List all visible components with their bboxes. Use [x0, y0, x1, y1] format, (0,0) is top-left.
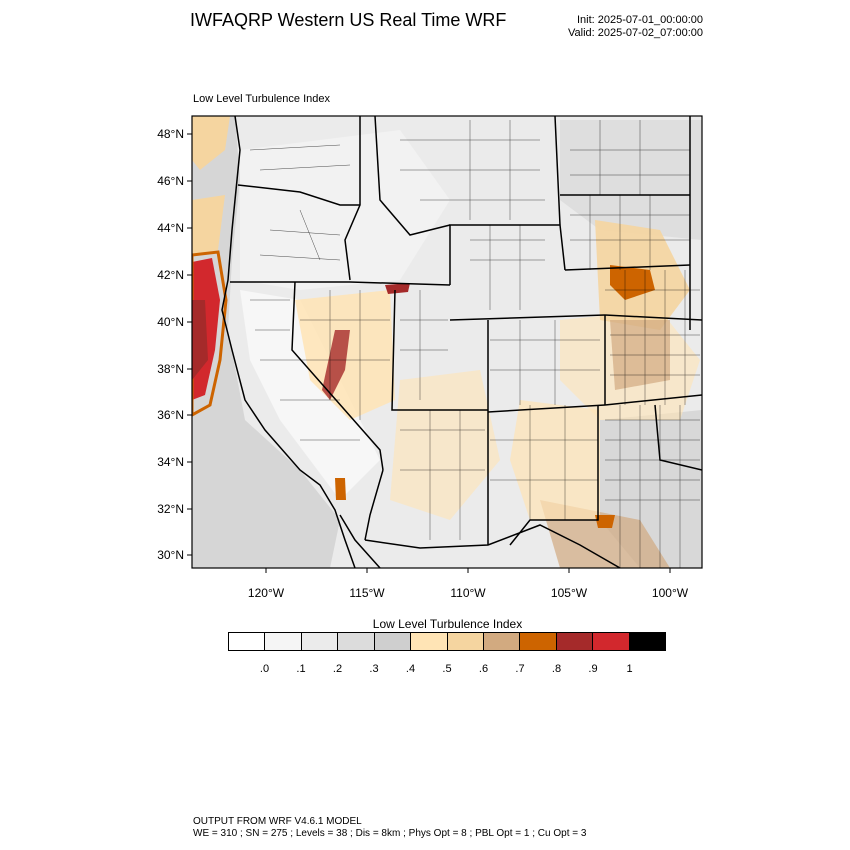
field-coastal-jet-core: [192, 300, 208, 380]
ks-ok-border: [604, 394, 702, 406]
colorbar-tick-label: .3: [369, 663, 379, 675]
colorbar-title: Low Level Turbulence Index: [372, 617, 523, 631]
lat-label-42: 42°N: [157, 268, 184, 282]
county-lines-mt: [400, 120, 545, 220]
mt-dakota-border: [554, 116, 566, 271]
lat-label-40: 40°N: [157, 315, 184, 329]
coastline: [221, 116, 356, 568]
lat-label-38: 38°N: [157, 362, 184, 376]
colorbar-cell: [374, 633, 412, 650]
colorbar-tick-label: .2: [332, 663, 343, 675]
colorbar-cell: [411, 633, 448, 650]
or-ca-border: [230, 281, 451, 286]
field-coastal-jet-edge: [192, 250, 228, 417]
county-lines: [249, 120, 700, 568]
colorbar-tick-label: .0: [259, 663, 270, 675]
county-lines-ne-ks: [605, 270, 700, 405]
lon-label-100: 100°W: [652, 586, 689, 600]
colorbar-tick-label: .1: [296, 663, 306, 675]
valid-time: Valid: 2025-07-02_07:00:00: [568, 27, 703, 39]
county-lines-az: [400, 410, 485, 540]
colorbar-tick-label: 1: [626, 663, 633, 675]
wa-id-border: [344, 116, 361, 281]
field-nm-tan: [510, 400, 600, 520]
lat-ticks: [187, 133, 192, 556]
init-time: Init: 2025-07-01_00:00:00: [577, 14, 703, 26]
land-field-ca: [240, 290, 380, 500]
lat-label-46: 46°N: [157, 174, 184, 188]
county-lines-nm: [490, 405, 598, 520]
co-nm-border: [487, 404, 606, 413]
lat-label-48: 48°N: [157, 127, 184, 141]
model-info: OUTPUT FROM WRF V4.6.1 MODEL: [193, 816, 362, 827]
wa-or-border: [237, 184, 360, 206]
model-settings: WE = 310 ; SN = 275 ; Levels = 38 ; Dis …: [193, 828, 587, 839]
colorbar-cell: [338, 633, 375, 650]
county-lines-co: [490, 320, 600, 405]
lat-label-32: 32°N: [157, 502, 184, 516]
colorbar-cell: [447, 633, 484, 650]
colorbar-tick-label: .9: [588, 663, 598, 675]
ca-az-border: [364, 469, 384, 541]
colorbar: [228, 632, 666, 651]
colorbar-cell: [629, 633, 666, 650]
state-boundaries: [221, 116, 702, 568]
field-tx-hotspot: [595, 515, 615, 528]
map-frame: [191, 115, 703, 569]
lon-label-105: 105°W: [551, 586, 588, 600]
colorbar-cell: [483, 633, 521, 650]
plot-title: IWFAQRP Western US Real Time WRF: [190, 10, 507, 30]
ocean-field: [192, 116, 340, 568]
land-field-nw: [240, 130, 450, 290]
colorbar-tick-label: .7: [515, 663, 525, 675]
colorbar-tick-label: .5: [442, 663, 452, 675]
county-lines-tx: [605, 405, 700, 568]
lon-label-115: 115°W: [349, 586, 385, 600]
nv-ut-border: [391, 289, 488, 411]
lat-label-36: 36°N: [157, 408, 184, 422]
county-lines-wy: [470, 225, 545, 310]
baja-coast: [339, 514, 381, 568]
field-ne-hotspot: [610, 265, 655, 300]
colorbar-tick-label: .4: [405, 663, 416, 675]
turbulence-field: [192, 116, 702, 568]
field-or-coast: [192, 195, 225, 255]
colorbar-cell: [520, 633, 557, 650]
lat-labels: 48°N 46°N 44°N 42°N 40°N 38°N 36°N 34°N …: [157, 127, 184, 562]
colorbar-tick-label: .8: [551, 663, 562, 675]
lon-ticks: [265, 568, 671, 573]
lat-label-44: 44°N: [157, 221, 184, 235]
field-ut-hotspot: [385, 283, 410, 294]
ne-ks-border: [604, 314, 702, 321]
lat-label-34: 34°N: [157, 455, 184, 469]
id-mt-border: [374, 116, 451, 236]
field-ca-hotspot: [335, 478, 346, 500]
field-az-tan: [390, 370, 500, 520]
county-lines-sd: [570, 195, 690, 270]
lon-labels: 120°W 115°W 110°W 105°W 100°W: [248, 586, 689, 600]
colorbar-cell: [301, 633, 339, 650]
county-lines-ca: [250, 299, 360, 441]
mexico-border: [364, 524, 621, 568]
co-north-border: [449, 314, 606, 321]
county-lines-nd: [570, 120, 690, 195]
county-lines-ut: [400, 290, 448, 400]
county-lines-nw: [249, 144, 351, 261]
lat-label-30: 30°N: [157, 548, 184, 562]
colorbar-tick-label: .6: [478, 663, 489, 675]
lon-label-120: 120°W: [248, 586, 285, 600]
field-subtitle: Low Level Turbulence Index: [193, 93, 330, 105]
field-wa-coast: [192, 116, 230, 170]
sd-ne-border: [564, 264, 691, 271]
colorbar-cell: [229, 633, 266, 650]
county-lines-nv: [300, 290, 390, 420]
lon-label-110: 110°W: [450, 586, 486, 600]
field-nv-streak: [322, 330, 350, 400]
colorbar-cell: [265, 633, 302, 650]
colorbar-cell: [556, 633, 594, 650]
colorbar-cell: [593, 633, 630, 650]
